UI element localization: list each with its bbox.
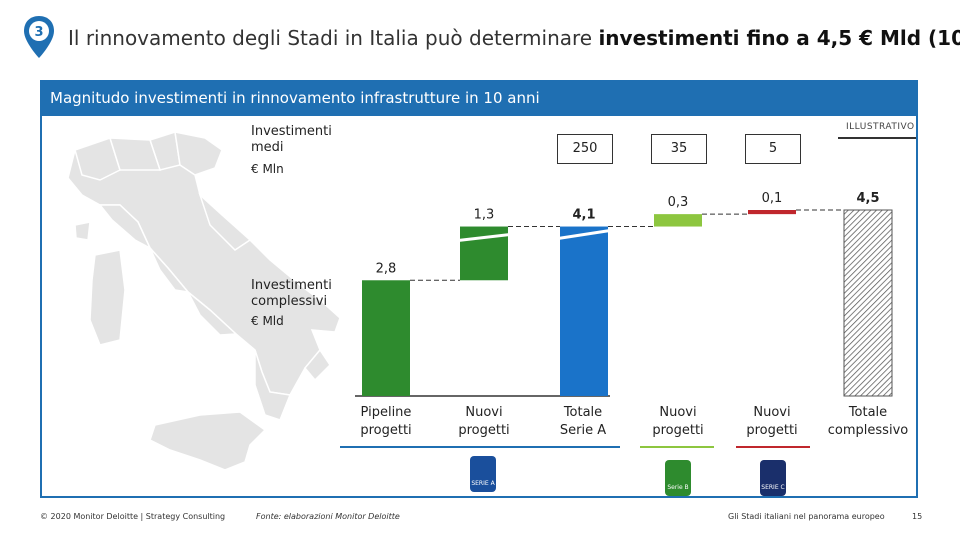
waterfall-bar bbox=[843, 209, 893, 397]
waterfall-bar bbox=[560, 226, 608, 396]
serie-a-logo: SERIE A bbox=[470, 456, 496, 492]
axis-break-mark bbox=[557, 229, 611, 241]
footer-doc-title: Gli Stadi italiani nel panorama europeo bbox=[728, 512, 885, 521]
avg-box-serie-a: 250 bbox=[557, 134, 613, 164]
value-label: 4,1 bbox=[572, 208, 595, 223]
category-label: Pipeline progetti bbox=[360, 405, 412, 438]
chart-panel: Magnitudo investimenti in rinnovamento i… bbox=[40, 80, 918, 498]
serie-c-group-underline bbox=[736, 446, 810, 448]
slide-number-badge: 3 bbox=[24, 16, 54, 58]
serie-c-logo: SERIE C bbox=[760, 460, 786, 496]
value-label: 0,3 bbox=[668, 195, 689, 210]
avg-box-serie-b: 35 bbox=[651, 134, 707, 164]
category-label: Nuovi progetti bbox=[652, 405, 704, 438]
footer-source: Fonte: elaborazioni Monitor Deloitte bbox=[256, 512, 400, 521]
waterfall-chart: 2,8 1,3 4,1 0,3 0,1 4,5 bbox=[355, 191, 893, 397]
category-label: Totale complessivo bbox=[827, 405, 909, 438]
axis-break-mark bbox=[457, 233, 511, 243]
footer-copyright: © 2020 Monitor Deloitte | Strategy Consu… bbox=[40, 512, 226, 521]
category-label: Nuovi progetti bbox=[746, 405, 798, 438]
serie-b-group-underline bbox=[640, 446, 714, 448]
serie-b-logo: Serie B bbox=[665, 460, 691, 496]
category-label: Nuovi progetti bbox=[458, 405, 510, 438]
avg-label: Investimenti medi bbox=[251, 124, 332, 155]
category-label: Totale Serie A bbox=[559, 405, 607, 438]
serie-a-group-underline bbox=[340, 446, 620, 448]
italy-map bbox=[67, 131, 341, 471]
panel-header: Magnitudo investimenti in rinnovamento i… bbox=[42, 82, 916, 116]
value-label: 4,5 bbox=[856, 191, 879, 206]
waterfall-bar bbox=[362, 280, 410, 396]
avg-unit: € Mln bbox=[251, 162, 284, 176]
page-title: Il rinnovamento degli Stadi in Italia pu… bbox=[68, 26, 960, 50]
illustrativo-tag: ILLUSTRATIVO bbox=[846, 122, 915, 132]
illustrativo-underline bbox=[838, 137, 916, 139]
value-label: 1,3 bbox=[474, 208, 495, 223]
total-label: Investimenti complessivi bbox=[251, 278, 332, 309]
avg-box-serie-c: 5 bbox=[745, 134, 801, 164]
footer-page-number: 15 bbox=[912, 512, 923, 521]
total-unit: € Mld bbox=[251, 314, 284, 328]
slide-number: 3 bbox=[34, 25, 43, 40]
value-label: 0,1 bbox=[762, 191, 783, 206]
value-label: 2,8 bbox=[376, 261, 397, 276]
waterfall-bar bbox=[748, 210, 796, 215]
waterfall-bar bbox=[654, 214, 702, 227]
